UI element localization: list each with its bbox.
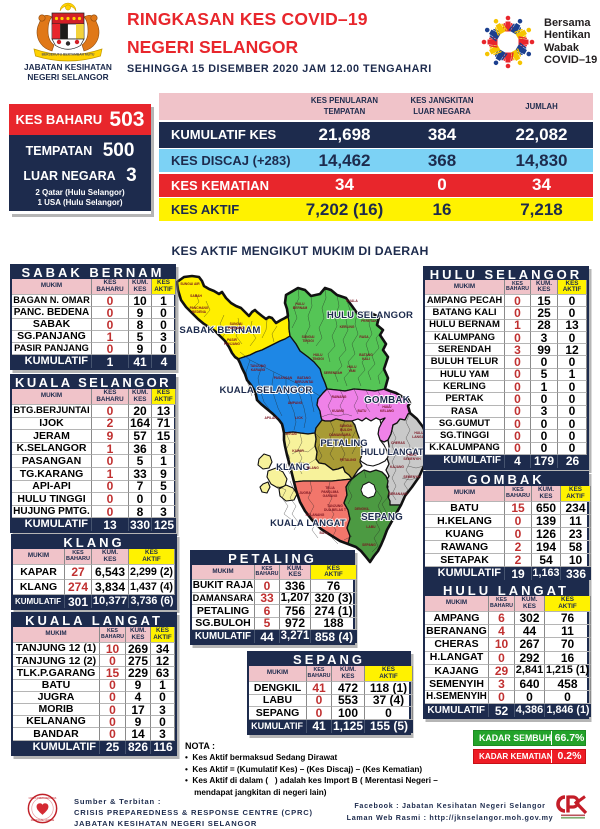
svg-text:SABAH: SABAH [190, 294, 202, 298]
svg-text:PANJANG: PANJANG [228, 326, 244, 330]
svg-text:SEMENYIH: SEMENYIH [403, 475, 421, 479]
svg-text:RASA: RASA [359, 335, 369, 339]
svg-text:CHERAS: CHERAS [391, 441, 406, 445]
svg-text:HULU: HULU [414, 431, 424, 435]
svg-text:BERSEKUTU BERTAMBAH MUTU: BERSEKUTU BERTAMBAH MUTU [42, 53, 95, 57]
svg-text:SERENDAH: SERENDAH [324, 371, 343, 375]
svg-text:TINGGI: TINGGI [302, 339, 313, 343]
svg-text:LABU: LABU [366, 525, 376, 529]
svg-text:KELANANG: KELANANG [306, 513, 325, 517]
svg-text:KALI: KALI [362, 357, 370, 361]
svg-text:BEDENA: BEDENA [192, 310, 207, 314]
svg-text:SEPANG: SEPANG [362, 543, 376, 547]
svg-text:SUNGAI AIR: SUNGAI AIR [180, 282, 200, 286]
svg-text:YAM: YAM [348, 369, 355, 373]
svg-text:PETALING: PETALING [340, 458, 357, 462]
svg-text:BERANANG: BERANANG [388, 492, 407, 496]
svg-text:SABAK BERNAM: SABAK BERNAM [179, 325, 260, 336]
svg-text:HULU SELANGOR: HULU SELANGOR [327, 310, 413, 321]
svg-text:LANGAT: LANGAT [412, 435, 426, 439]
svg-text:BATANG: BATANG [297, 376, 311, 380]
svg-text:KERLING: KERLING [340, 325, 355, 329]
svg-text:TELIA: TELIA [325, 486, 335, 490]
svg-text:HULU: HULU [347, 365, 357, 369]
svg-text:KUANG: KUANG [332, 409, 345, 413]
svg-text:KLANG: KLANG [276, 462, 310, 473]
svg-text:TANJUNG: TANJUNG [250, 364, 266, 368]
svg-text:SEPANG: SEPANG [361, 512, 403, 523]
svg-text:KELANG: KELANG [380, 409, 394, 413]
svg-text:CRISIS PREPAREDNESS: CRISIS PREPAREDNESS [29, 797, 57, 800]
svg-text:KUALA LANGAT: KUALA LANGAT [270, 517, 346, 528]
svg-text:TINGGI: TINGGI [312, 357, 323, 361]
svg-text:SUNGAI: SUNGAI [340, 424, 353, 428]
svg-text:PANGLIMA: PANGLIMA [321, 490, 339, 494]
svg-text:SEMENYIH: SEMENYIH [403, 457, 421, 461]
svg-text:BATU: BATU [320, 531, 330, 535]
svg-text:PASANGAN: PASANGAN [274, 376, 293, 380]
svg-text:SUNGAI: SUNGAI [230, 322, 243, 326]
svg-text:KUALA: KUALA [346, 299, 358, 303]
svg-text:GARANG: GARANG [323, 494, 338, 498]
svg-text:JERAM: JERAM [285, 432, 297, 436]
svg-text:DAMANSARA: DAMANSARA [329, 433, 351, 437]
svg-text:HULU: HULU [382, 405, 392, 409]
svg-text:PANJANG: PANJANG [224, 342, 240, 346]
svg-text:KARANG: KARANG [251, 368, 266, 372]
svg-text:GOMBAK: GOMBAK [364, 395, 410, 406]
svg-text:BERJUNTAI: BERJUNTAI [295, 380, 314, 384]
svg-text:BERNAM: BERNAM [293, 306, 308, 310]
svg-text:PETALING: PETALING [320, 438, 367, 449]
svg-text:KUALA SELANGOR: KUALA SELANGOR [219, 385, 312, 396]
svg-text:HULU: HULU [313, 353, 323, 357]
svg-text:PERETAK: PERETAK [361, 319, 377, 323]
svg-text:DENGKIL: DENGKIL [355, 507, 370, 511]
svg-text:HULU LANGAT: HULU LANGAT [361, 447, 424, 457]
svg-text:DUA BELAS T: DUA BELAS T [324, 508, 346, 512]
svg-text:PASIR: PASIR [227, 338, 237, 342]
svg-text:TANJUNG: TANJUNG [327, 504, 343, 508]
svg-text:HULU: HULU [407, 453, 417, 457]
svg-text:HULU: HULU [295, 302, 305, 306]
svg-text:PANCHANG: PANCHANG [190, 306, 209, 310]
svg-text:LICK: LICK [295, 416, 303, 420]
svg-text:RESPONSE CENTRE: RESPONSE CENTRE [31, 819, 55, 822]
svg-text:BATU: BATU [358, 409, 368, 413]
svg-text:SUNGAI: SUNGAI [302, 335, 315, 339]
svg-text:KLANG: KLANG [307, 466, 319, 470]
svg-text:KAPAR: KAPAR [292, 449, 304, 453]
svg-text:KAJANG: KAJANG [390, 465, 404, 469]
svg-text:RAWANG: RAWANG [332, 395, 347, 399]
svg-text:JUGRA: JUGRA [299, 491, 311, 495]
svg-text:APILAPI: APILAPI [264, 416, 277, 420]
svg-text:BULOH: BULOH [340, 428, 352, 432]
svg-text:AMPANG: AMPANG [288, 401, 303, 405]
svg-text:BATANG: BATANG [359, 353, 373, 357]
